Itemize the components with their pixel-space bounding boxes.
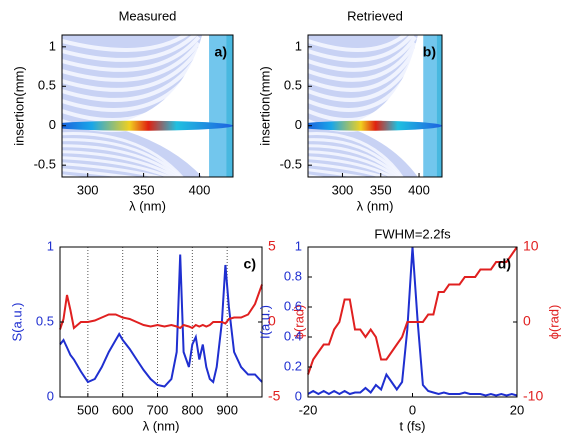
y-tick-label: -0.5 — [34, 157, 56, 172]
y2-tick-label: -5 — [268, 388, 281, 404]
x-tick-label: 500 — [77, 402, 99, 417]
y-tick-label: 0.5 — [36, 313, 54, 328]
y-tick-label: 0 — [295, 117, 302, 132]
fringe — [62, 47, 201, 92]
y-tick-label: 1 — [47, 238, 54, 253]
y2-axis-label: ϕ(rad) — [546, 305, 561, 340]
fringe — [308, 144, 402, 177]
y-tick-label: 1 — [295, 238, 302, 253]
column — [436, 35, 442, 177]
x-axis-label: t (fs) — [400, 418, 426, 433]
fringe — [308, 41, 417, 82]
x-tick-label: 20 — [510, 402, 524, 417]
x-axis-label: λ (nm) — [143, 418, 180, 433]
x-tick-label: 400 — [408, 182, 430, 197]
x-tick-label: 900 — [216, 402, 238, 417]
y-tick-label: 0.4 — [284, 328, 302, 343]
line — [59, 254, 263, 388]
x-tick-label: 600 — [112, 402, 134, 417]
fringe — [308, 182, 409, 190]
fringe — [62, 35, 198, 62]
y-tick-label: 0 — [49, 117, 56, 132]
heatmap — [62, 35, 233, 177]
y-tick-label: 1 — [295, 38, 302, 53]
panel-label: a) — [215, 44, 227, 60]
y2-tick-label: 10 — [523, 238, 539, 254]
x-tick-label: 300 — [332, 182, 354, 197]
fringe — [308, 162, 389, 177]
panel-title: Measured — [119, 8, 177, 23]
x-tick-label: 350 — [370, 182, 392, 197]
x-tick-label: -20 — [299, 402, 318, 417]
heatmap — [308, 35, 442, 190]
x-axis-label: λ (nm) — [357, 198, 394, 213]
fringe — [308, 35, 408, 52]
y-tick-label: 0.8 — [284, 268, 302, 283]
y-axis-label: insertion(mm) — [11, 66, 26, 145]
fringe — [62, 150, 179, 177]
y2-axis-label: ϕ(rad) — [291, 305, 306, 340]
plot-frame — [307, 34, 443, 178]
y2-tick-label: 0 — [523, 313, 531, 329]
panel: 500 600 700 800 900 0 0.5 1 -5 0 5 λ (nm) S(a.u.) ϕ(r… — [9, 238, 306, 434]
line — [307, 246, 518, 375]
y2-tick-label: 5 — [268, 238, 276, 254]
fringe — [62, 35, 201, 72]
panel: 300 350 400 -0.5 0 0.5 1 Retrieved λ (nm) inserti… — [257, 8, 443, 213]
band — [62, 120, 233, 131]
x-axis-label: λ (nm) — [129, 198, 166, 213]
panel-title: Retrieved — [347, 8, 403, 23]
fringe — [62, 168, 141, 177]
x-tick-label: 800 — [181, 402, 203, 417]
y-axis-label: S(a.u.) — [9, 302, 24, 341]
column — [423, 35, 437, 177]
x-tick-label: 0 — [409, 402, 416, 417]
panel: 300 350 400 -0.5 0 0.5 1 Measured λ (nm) insertio… — [11, 8, 234, 213]
column — [226, 35, 233, 177]
panel-label: b) — [423, 44, 436, 60]
y-tick-label: 0 — [47, 388, 54, 403]
fringe — [308, 48, 417, 92]
fringe — [308, 156, 396, 177]
fringe — [308, 168, 370, 177]
x-tick-label: 700 — [147, 402, 169, 417]
fringe — [62, 156, 174, 177]
x-tick-label: 400 — [189, 182, 211, 197]
panel-label: c) — [244, 256, 256, 272]
fringe — [308, 150, 400, 177]
line — [59, 284, 263, 330]
x-tick-label: 350 — [133, 182, 155, 197]
y-tick-label: 0 — [295, 388, 302, 403]
y-tick-label: 0.5 — [284, 78, 302, 93]
plot-frame — [61, 34, 234, 178]
fringe — [308, 35, 417, 72]
panel-label: d) — [498, 256, 511, 272]
panel-title: FWHM=2.2fs — [374, 226, 451, 241]
wedge — [121, 35, 233, 177]
x-tick-label: 300 — [77, 182, 99, 197]
fringe — [308, 54, 417, 102]
y-tick-label: 1 — [49, 38, 56, 53]
y-tick-label: 0.2 — [284, 358, 302, 373]
column — [209, 35, 227, 177]
wedge — [354, 35, 442, 177]
y-axis-label: I(a.u.) — [257, 305, 272, 339]
fringe — [308, 35, 415, 62]
y-axis-label: insertion(mm) — [257, 66, 272, 145]
y2-tick-label: 0 — [268, 313, 276, 329]
y2-tick-label: -10 — [523, 388, 543, 404]
fringe — [62, 35, 190, 52]
fringe — [62, 53, 201, 102]
y-tick-label: -0.5 — [280, 157, 302, 172]
fringe — [62, 162, 165, 177]
fringe — [62, 41, 201, 82]
fringe — [62, 144, 181, 177]
y-tick-label: 0.5 — [38, 78, 56, 93]
y-tick-label: 0.6 — [284, 298, 302, 313]
band — [308, 120, 442, 131]
